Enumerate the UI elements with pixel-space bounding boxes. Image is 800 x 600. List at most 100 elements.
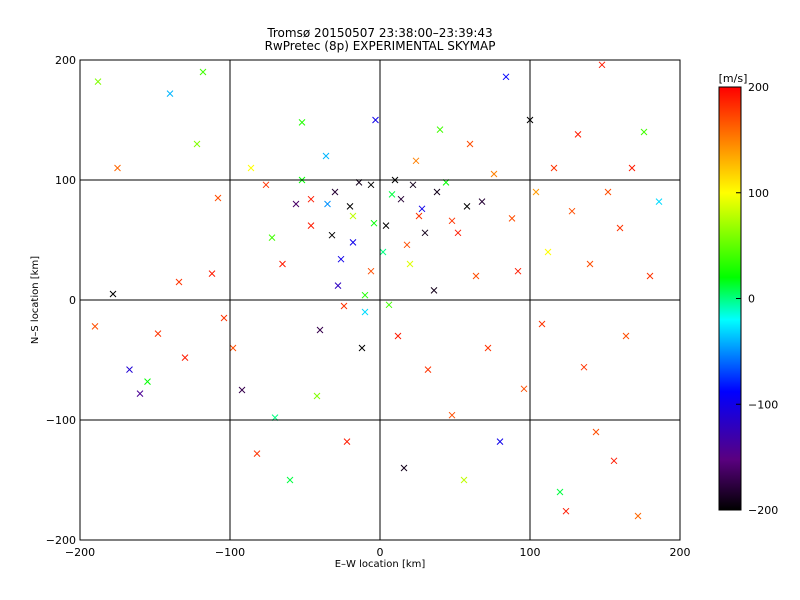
x-tick-label: 0 xyxy=(377,546,384,559)
scatter-point-x xyxy=(181,354,189,361)
scatter-point-x xyxy=(466,140,474,148)
y-tick-label: 100 xyxy=(55,174,76,187)
scatter-point-x xyxy=(268,234,276,241)
colorbar-tick-label: 200 xyxy=(748,81,769,94)
scatter-point-x xyxy=(358,344,366,352)
scatter-point-x xyxy=(385,301,393,309)
x-tick-labels: −200 −100 0 100 200 xyxy=(65,546,691,559)
scatter-point-x xyxy=(298,119,306,126)
scatter-point-x xyxy=(628,164,636,172)
scatter-point-x xyxy=(574,131,582,138)
scatter-point-x xyxy=(340,302,348,310)
scatter-point-x xyxy=(592,428,600,436)
scatter-point-x xyxy=(634,512,642,520)
x-axis-label: E–W location [km] xyxy=(335,559,426,570)
scatter-point-x xyxy=(94,78,102,85)
scatter-point-x xyxy=(448,411,456,419)
scatter-point-x xyxy=(346,203,354,210)
scatter-point-x xyxy=(484,344,492,352)
y-tick-label: 0 xyxy=(69,294,76,307)
grid-lines xyxy=(80,60,680,540)
scatter-point-x xyxy=(382,222,390,229)
scatter-point-x xyxy=(544,248,552,256)
scatter-point-x xyxy=(640,128,648,136)
scatter-point-x xyxy=(166,90,174,97)
scatter-point-x xyxy=(496,438,504,445)
scatter-point-x xyxy=(562,507,570,515)
scatter-point-x xyxy=(367,267,375,275)
scatter-point-x xyxy=(430,287,438,294)
scatter-point-x xyxy=(655,198,663,205)
scatter-point-x xyxy=(388,191,396,198)
scatter-point-x xyxy=(415,212,423,220)
scatter-point-x xyxy=(397,195,405,203)
y-tick-label: −200 xyxy=(46,534,76,547)
scatter-point-x xyxy=(394,332,402,340)
scatter-point-x xyxy=(126,366,133,373)
scatter-point-x xyxy=(424,366,432,373)
scatter-point-x xyxy=(556,488,564,496)
scatter-point-x xyxy=(514,267,522,275)
scatter-point-x xyxy=(136,390,144,397)
scatter-point-x xyxy=(175,278,183,286)
y-tick-label: −100 xyxy=(46,414,76,427)
scatter-point-x xyxy=(646,272,654,280)
scatter-point-x xyxy=(538,320,546,328)
scatter-point-x xyxy=(550,164,558,172)
chart-title: Tromsø 20150507 23:38:00–23:39:43 xyxy=(266,26,492,40)
scatter-point-x xyxy=(436,126,444,133)
scatter-point-x xyxy=(361,308,369,316)
x-tick-label: −100 xyxy=(215,546,245,559)
scatter-point-x xyxy=(454,229,462,237)
colorbar-tick-label: 0 xyxy=(748,293,755,306)
scatter-point-x xyxy=(586,260,594,268)
scatter-point-x xyxy=(208,270,216,277)
colorbar-ticks: 200 100 0 −100 −200 xyxy=(736,81,778,517)
scatter-point-x xyxy=(343,438,351,445)
scatter-point-x xyxy=(370,219,378,227)
chart-subtitle: RwPretec (8p) EXPERIMENTAL SKYMAP xyxy=(265,39,496,53)
scatter-point-x xyxy=(331,188,339,196)
scatter-point-x xyxy=(412,157,420,165)
scatter-point-x xyxy=(367,181,375,189)
y-tick-label: 200 xyxy=(55,54,76,67)
scatter-point-x xyxy=(409,181,417,189)
colorbar-tick-label: 100 xyxy=(748,187,769,200)
scatter-point-x xyxy=(114,164,121,172)
scatter-point-x xyxy=(154,330,162,337)
scatter-point-x xyxy=(292,200,300,208)
scatter-point-x xyxy=(334,282,342,289)
scatter-point-x xyxy=(229,344,237,352)
colorbar-tick-label: −200 xyxy=(748,504,778,517)
scatter-point-x xyxy=(316,326,324,334)
x-tick-label: −200 xyxy=(65,546,95,559)
scatter-point-x xyxy=(286,476,294,484)
scatter-point-x xyxy=(379,248,387,256)
scatter-point-x xyxy=(322,152,330,160)
scatter-point-x xyxy=(568,207,576,215)
scatter-point-x xyxy=(349,212,357,220)
scatter-point-x xyxy=(460,476,468,484)
scatter-point-x xyxy=(400,464,408,472)
y-tick-labels: −200 −100 0 100 200 xyxy=(46,54,76,547)
scatter-point-x xyxy=(220,314,228,322)
scatter-point-x xyxy=(520,385,528,393)
scatter-point-x xyxy=(253,450,261,457)
scatter-point-x xyxy=(238,386,246,394)
x-tick-label: 100 xyxy=(520,546,541,559)
scatter-point-x xyxy=(214,194,222,202)
scatter-point-x xyxy=(144,378,151,385)
scatter-point-x xyxy=(472,272,480,280)
colorbar-unit-label: [m/s] xyxy=(719,72,748,85)
scatter-point-x xyxy=(193,140,201,148)
scatter-point-x xyxy=(361,291,369,299)
scatter-point-x xyxy=(421,229,429,237)
scatter-point-x xyxy=(307,222,315,229)
scatter-point-x xyxy=(403,241,411,249)
colorbar-tick-label: −100 xyxy=(748,398,778,411)
scatter-point-x xyxy=(598,61,606,69)
scatter-point-x xyxy=(478,198,486,205)
scatter-point-x xyxy=(532,188,540,196)
scatter-point-x xyxy=(463,203,471,210)
